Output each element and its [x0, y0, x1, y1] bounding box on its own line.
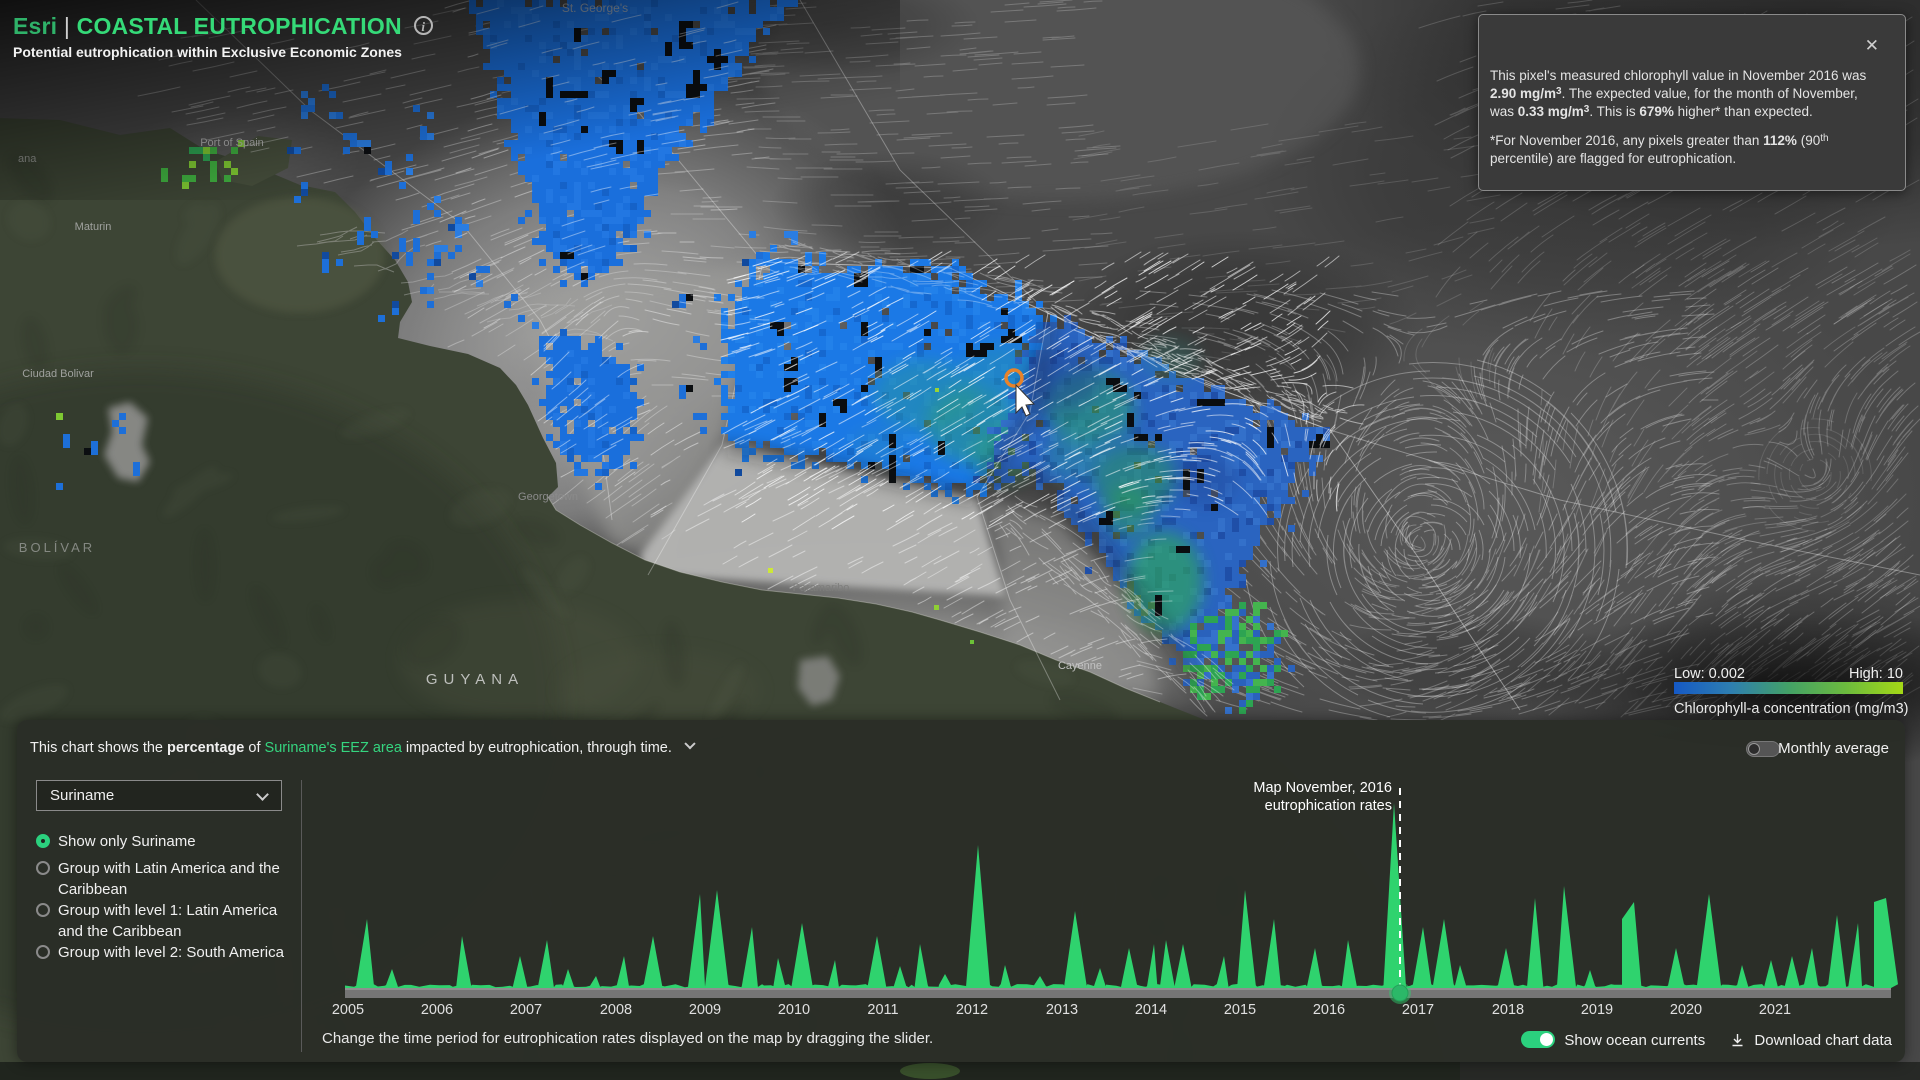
svg-text:2013: 2013: [1046, 1002, 1078, 1018]
svg-text:2020: 2020: [1670, 1002, 1702, 1018]
svg-text:2012: 2012: [956, 1002, 988, 1018]
svg-text:2021: 2021: [1759, 1002, 1791, 1018]
svg-text:GUYANA: GUYANA: [426, 671, 524, 688]
svg-text:Maturin: Maturin: [75, 221, 112, 233]
svg-text:2005: 2005: [332, 1002, 364, 1018]
svg-text:Georgetown: Georgetown: [518, 491, 578, 503]
svg-text:Ciudad Bolivar: Ciudad Bolivar: [22, 368, 94, 380]
svg-text:2007: 2007: [510, 1002, 542, 1018]
svg-text:2010: 2010: [778, 1002, 810, 1018]
svg-text:2019: 2019: [1581, 1002, 1613, 1018]
svg-text:2008: 2008: [600, 1002, 632, 1018]
svg-text:2014: 2014: [1135, 1002, 1167, 1018]
svg-text:eutrophication rates: eutrophication rates: [1265, 798, 1392, 814]
svg-text:2017: 2017: [1402, 1002, 1434, 1018]
svg-text:2016: 2016: [1313, 1002, 1345, 1018]
svg-text:2018: 2018: [1492, 1002, 1524, 1018]
svg-text:Cayenne: Cayenne: [1058, 660, 1102, 672]
svg-text:High: 10: High: 10: [1849, 666, 1903, 682]
svg-text:2009: 2009: [689, 1002, 721, 1018]
svg-text:2015: 2015: [1224, 1002, 1256, 1018]
svg-text:Chlorophyll-a concentration (m: Chlorophyll-a concentration (mg/m3): [1674, 701, 1909, 717]
svg-text:2006: 2006: [421, 1002, 453, 1018]
svg-text:2011: 2011: [867, 1002, 898, 1018]
svg-text:Map November, 2016: Map November, 2016: [1253, 780, 1392, 796]
svg-text:Paramaribo: Paramaribo: [793, 582, 850, 594]
svg-text:BOLÍVAR: BOLÍVAR: [19, 540, 95, 555]
svg-text:Low: 0.002: Low: 0.002: [1674, 666, 1745, 682]
